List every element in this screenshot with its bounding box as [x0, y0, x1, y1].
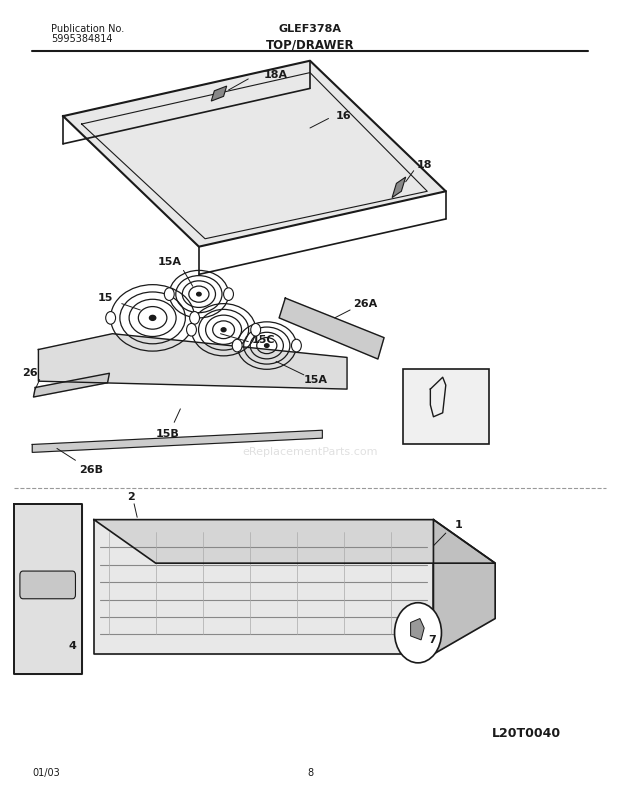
Circle shape — [291, 339, 301, 352]
Ellipse shape — [221, 328, 226, 332]
Circle shape — [394, 603, 441, 663]
Ellipse shape — [197, 292, 201, 296]
Text: 5995384814: 5995384814 — [51, 34, 112, 44]
Text: 15A: 15A — [158, 257, 182, 268]
Polygon shape — [94, 519, 495, 563]
Circle shape — [232, 339, 242, 352]
Text: 52: 52 — [463, 376, 478, 386]
Text: 15C: 15C — [252, 335, 275, 345]
Text: 26A: 26A — [353, 299, 378, 309]
Polygon shape — [14, 504, 82, 674]
Polygon shape — [279, 298, 384, 359]
Text: 1: 1 — [454, 520, 462, 530]
Polygon shape — [63, 60, 446, 247]
FancyBboxPatch shape — [402, 369, 489, 445]
Text: 4: 4 — [68, 642, 76, 651]
Text: 15B: 15B — [156, 430, 180, 439]
Polygon shape — [94, 519, 433, 654]
Text: 26: 26 — [22, 368, 38, 378]
Text: 2: 2 — [127, 491, 135, 502]
Circle shape — [250, 323, 260, 336]
Text: 18A: 18A — [264, 70, 288, 80]
Circle shape — [190, 311, 200, 324]
Text: 7: 7 — [428, 635, 436, 645]
Text: 8: 8 — [307, 768, 313, 778]
Text: GLEF378A: GLEF378A — [278, 24, 342, 34]
Polygon shape — [38, 333, 347, 389]
Polygon shape — [211, 86, 227, 101]
Text: 16: 16 — [336, 111, 352, 121]
Polygon shape — [410, 619, 424, 640]
Circle shape — [187, 323, 197, 336]
Text: 18: 18 — [417, 160, 432, 170]
Polygon shape — [32, 430, 322, 453]
Circle shape — [224, 287, 234, 300]
Text: Publication No.: Publication No. — [51, 24, 124, 34]
Text: eReplacementParts.com: eReplacementParts.com — [242, 447, 378, 457]
Text: TOP/DRAWER: TOP/DRAWER — [266, 38, 354, 52]
Circle shape — [105, 311, 115, 324]
Ellipse shape — [265, 344, 269, 347]
Circle shape — [164, 287, 174, 300]
Text: 01/03: 01/03 — [32, 768, 60, 778]
Text: 26B: 26B — [79, 464, 103, 475]
FancyBboxPatch shape — [20, 571, 76, 599]
Polygon shape — [433, 519, 495, 654]
Polygon shape — [33, 373, 109, 397]
Text: L20T0040: L20T0040 — [492, 727, 560, 740]
Polygon shape — [392, 177, 405, 198]
Text: 15A: 15A — [304, 375, 328, 384]
Text: 15: 15 — [97, 293, 113, 303]
Ellipse shape — [149, 315, 156, 320]
